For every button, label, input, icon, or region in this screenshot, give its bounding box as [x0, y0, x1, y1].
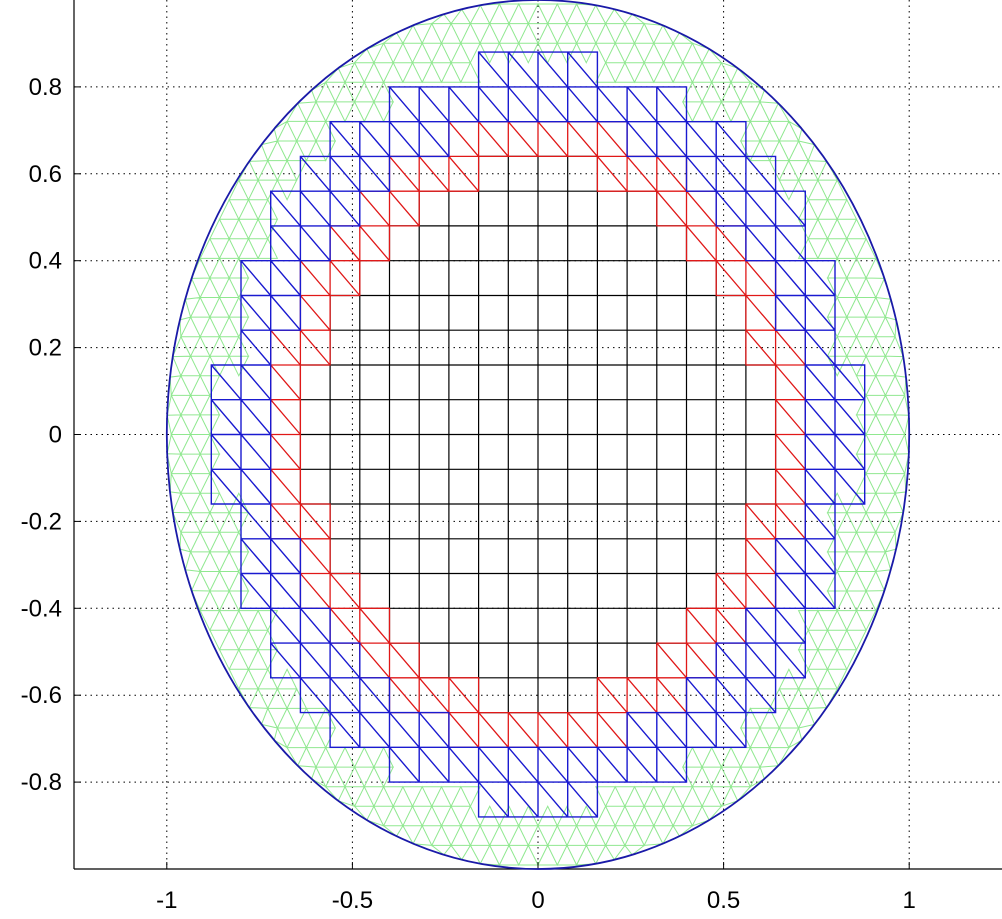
y-tick-label: 0.4: [29, 248, 62, 275]
blue-boundary-cells: [210, 51, 866, 818]
x-tick-labels: -1 -0.5 0 0.5 1: [156, 887, 916, 914]
y-tick-label: -0.8: [21, 769, 62, 796]
fem-triangle-mesh: [166, 2, 910, 867]
y-tick-label: 0.2: [29, 335, 62, 362]
x-tick-label: 0.5: [707, 887, 740, 914]
y-tick-labels: 0.8 0.6 0.4 0.2 0 -0.2 -0.4 -0.6 -0.8: [21, 74, 62, 796]
x-tick-label: -1: [156, 887, 177, 914]
y-tick-label: 0: [49, 422, 62, 449]
blue-cells: [210, 51, 866, 818]
y-tick-label: -0.4: [21, 595, 62, 622]
y-tick-label: -0.6: [21, 682, 62, 709]
y-tick-label: 0.6: [29, 161, 62, 188]
outer-circle: [166, 0, 910, 870]
x-tick-label: 1: [903, 887, 916, 914]
x-tick-label: -0.5: [332, 887, 373, 914]
x-tick-label: 0: [531, 887, 544, 914]
y-tick-label: -0.2: [21, 508, 62, 535]
y-tick-label: 0.8: [29, 74, 62, 101]
fem-triangles: [166, 2, 910, 867]
